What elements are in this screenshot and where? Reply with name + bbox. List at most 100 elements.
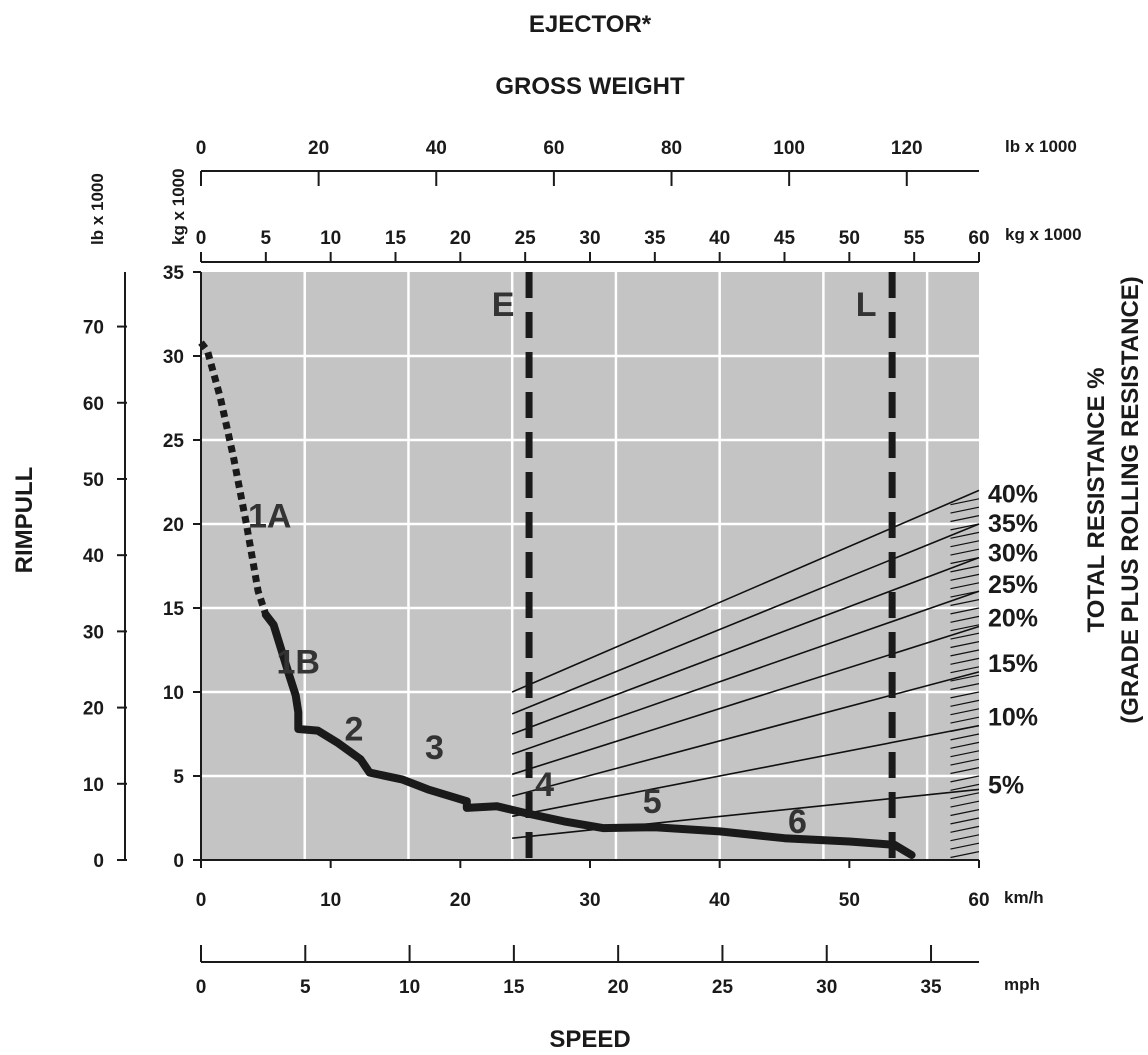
hatch-line [950, 565, 980, 573]
gear-label: 4 [535, 766, 554, 804]
resistance-line [511, 625, 980, 776]
hatch-line [950, 716, 980, 724]
weight-lb-tick-label: 100 [773, 138, 805, 159]
hatch-line [950, 573, 980, 581]
y-lb-unit-label: lb x 1000 [88, 173, 107, 245]
resistance-line [511, 671, 980, 797]
hatch-line [950, 699, 980, 707]
resistance-hatching [950, 498, 980, 859]
x-mph-tick-label: 10 [399, 977, 420, 998]
resistance-line [511, 590, 980, 755]
weight-kg-unit-label: kg x 1000 [1005, 225, 1082, 244]
resistance-percent-label: 30% [988, 540, 1038, 568]
gear-label: 3 [425, 729, 444, 767]
resistance-percent-labels: 40%35%30% 25% 20% 15% 10% 5% [988, 480, 1038, 799]
hatch-line [950, 775, 980, 783]
hatch-line [950, 758, 980, 766]
resistance-lines [511, 489, 980, 839]
x-mph-unit-label: mph [1004, 975, 1040, 994]
weight-lb-tick-label: 120 [891, 138, 923, 159]
weight-kg-tick-label: 30 [579, 228, 600, 249]
marker-label-l: L [856, 286, 877, 324]
x-kmh-tick-label: 30 [579, 890, 600, 911]
hatch-line [950, 750, 980, 758]
gear-label: 5 [643, 783, 662, 821]
weight-kg-tick-label: 40 [709, 228, 730, 249]
weight-kg-tick-label: 25 [515, 228, 537, 249]
weight-kg-tick-label: 50 [839, 228, 860, 249]
y-lb-tick-label: 50 [83, 470, 104, 491]
hatch-line [950, 540, 980, 548]
hatch-line [950, 632, 980, 640]
y-lb-tick-label: 10 [83, 775, 104, 796]
x-axis-title: SPEED [549, 1026, 630, 1053]
weight-kg-tick-label: 15 [385, 228, 407, 249]
gear-label: 6 [788, 803, 807, 841]
hatch-line [950, 657, 980, 665]
y-kg-tick-label: 25 [163, 431, 185, 452]
hatch-line [950, 515, 980, 523]
weight-lb-tick-label: 40 [426, 138, 447, 159]
y-lb-tick-label: 20 [83, 699, 104, 720]
x-kmh-unit-label: km/h [1004, 888, 1044, 907]
y-kg-tick-label: 15 [163, 599, 185, 620]
hatch-line [950, 691, 980, 699]
x-mph-tick-label: 20 [608, 977, 629, 998]
resistance-percent-label: 20% [988, 604, 1038, 632]
hatch-line [950, 792, 980, 800]
resistance-percent-label: 10% [988, 704, 1038, 732]
rimpull-curve-solid [261, 610, 916, 859]
weight-kg-tick-label: 60 [968, 228, 989, 249]
x-kmh-tick-label: 20 [450, 890, 471, 911]
x-kmh-tick-label: 40 [709, 890, 730, 911]
resistance-percent-label: 25% [988, 571, 1038, 599]
hatch-line [950, 557, 980, 565]
resistance-percent-label: 35% [988, 510, 1038, 538]
hatch-line [950, 834, 980, 842]
x-kmh-tick-label: 10 [320, 890, 341, 911]
axes: 0 10 20 30 40 50 600 5 10 15 20 25 30 350510152025303… [83, 138, 990, 998]
resistance-line [511, 523, 980, 715]
y2-axis-title-line2: (GRADE PLUS ROLLING RESISTANCE) [1117, 276, 1144, 724]
y-lb-tick-label: 30 [83, 622, 104, 643]
x-mph-tick-label: 0 [196, 977, 207, 998]
weight-lb-tick-label: 60 [543, 138, 564, 159]
x-mph-tick-label: 30 [816, 977, 837, 998]
weight-lb-tick-label: 20 [308, 138, 329, 159]
chart-subtitle: GROSS WEIGHT [495, 73, 685, 100]
grid-lines [201, 272, 979, 860]
hatch-line [950, 825, 980, 833]
hatch-line [950, 783, 980, 791]
hatch-line [950, 767, 980, 775]
hatch-line [950, 733, 980, 741]
hatch-line [950, 649, 980, 657]
y-kg-tick-label: 30 [163, 347, 184, 368]
hatch-line [950, 582, 980, 590]
y-lb-tick-label: 40 [83, 546, 104, 567]
hatch-line [950, 523, 980, 531]
hatch-line [950, 741, 980, 749]
resistance-line [512, 788, 980, 839]
gear-labels: 1A 1B 2 3 4 5 6 [248, 497, 807, 841]
x-kmh-tick-label: 60 [968, 890, 989, 911]
y-kg-tick-label: 5 [173, 767, 184, 788]
hatch-line [950, 708, 980, 716]
hatch-line [950, 548, 980, 556]
hatch-line [950, 531, 980, 539]
y-kg-tick-label: 20 [163, 515, 184, 536]
weight-kg-tick-label: 45 [774, 228, 796, 249]
hatch-line [950, 674, 980, 682]
gear-label: 1A [248, 497, 291, 535]
weight-kg-tick-label: 20 [450, 228, 471, 249]
marker-label-e: E [492, 286, 515, 324]
x-kmh-tick-label: 50 [839, 890, 860, 911]
hatch-line [950, 809, 980, 817]
hatch-line [950, 683, 980, 691]
y-kg-tick-label: 35 [163, 263, 185, 284]
resistance-line [511, 489, 980, 693]
hatch-line [950, 800, 980, 808]
rimpull-curve [198, 340, 916, 859]
weight-kg-tick-label: 10 [320, 228, 341, 249]
